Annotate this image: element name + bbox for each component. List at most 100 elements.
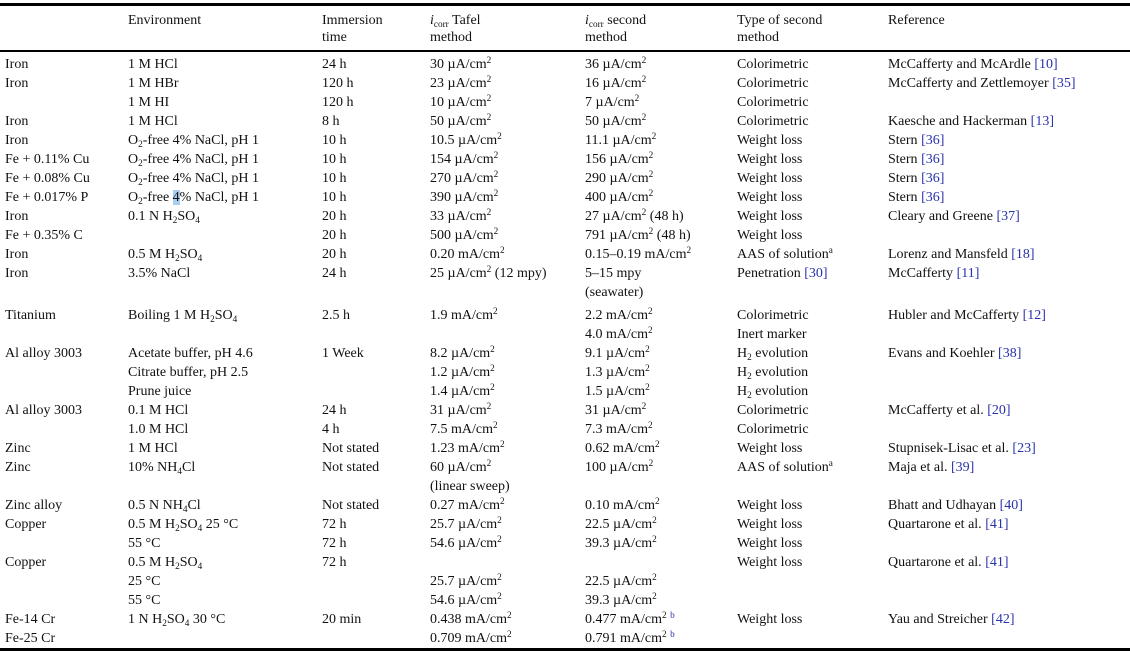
cell-environment (128, 325, 322, 344)
cell-type: Weight loss (737, 228, 803, 243)
superscript: 2 (655, 438, 660, 449)
superscript: 2 (662, 609, 667, 620)
cell-immersion: 10 h (322, 133, 347, 148)
cell-reference: Stern [36] (888, 171, 945, 186)
superscript: 2 (493, 305, 498, 316)
col-header-immersion-time: Immersion time (322, 4, 430, 52)
citation-link[interactable]: [41] (985, 555, 1009, 570)
cell-tafel: 0.438 mA/cm2 (430, 609, 512, 627)
superscript: 2 (686, 244, 692, 255)
cell-material: Iron (5, 133, 29, 148)
cell-immersion: Not stated (322, 441, 380, 456)
citation-link[interactable]: [35] (1052, 76, 1076, 91)
cell-immersion (322, 477, 430, 496)
footnote-link[interactable]: b (670, 628, 675, 639)
cell-material: Al alloy 3003 (5, 403, 82, 418)
cell-type: Colorimetric (737, 308, 809, 323)
citation-link[interactable]: [40] (999, 498, 1023, 513)
cell-immersion: 72 h (322, 517, 347, 532)
subscript: 2 (175, 252, 180, 263)
superscript: 2 (507, 628, 512, 639)
cell-material: Zinc alloy (5, 498, 63, 513)
table-body: Iron 1 M HCl 24 h 30 µA/cm2 36 µA/cm2 Colorim… (0, 51, 1130, 650)
table-header: Environment Immersion time icorr Tafel m… (0, 4, 1130, 52)
citation-link[interactable]: [41] (985, 517, 1009, 532)
cell-environment (128, 226, 322, 245)
cell-immersion: 1 Week (322, 346, 364, 361)
citation-link[interactable]: [11] (956, 266, 980, 281)
superscript: 2 (486, 263, 492, 274)
citation-link[interactable]: [20] (987, 403, 1011, 418)
cell-material (0, 382, 128, 401)
subscript: 2 (210, 313, 215, 324)
superscript: 2 (497, 130, 502, 141)
superscript: 2 (641, 111, 647, 122)
citation-link[interactable]: [18] (1011, 247, 1035, 262)
citation-link[interactable]: [23] (1012, 441, 1036, 456)
superscript: 2 (645, 381, 650, 392)
cell-environment: 1 M HI (128, 95, 170, 110)
cell-environment: 0.5 M H2SO4 (128, 555, 203, 571)
superscript: 2 (648, 419, 653, 430)
cell-reference (888, 534, 1130, 553)
cell-environment: 0.5 M H2SO4 25 °C (128, 517, 239, 533)
table-row: Al alloy 3003 Acetate buffer, pH 4.6 1 Wee… (0, 344, 1130, 363)
citation-link[interactable]: [36] (921, 152, 945, 167)
citation-link[interactable]: [38] (998, 346, 1022, 361)
cell-environment: Boiling 1 M H2SO4 (128, 308, 238, 324)
citation-link[interactable]: [36] (921, 171, 945, 186)
cell-immersion (322, 283, 430, 302)
cell-tafel: 500 µA/cm2 (430, 225, 499, 243)
superscript: 2 (651, 130, 657, 141)
cell-material: Fe-14 Cr (5, 612, 56, 627)
citation-link[interactable]: [37] (996, 209, 1020, 224)
cell-environment: Prune juice (128, 384, 192, 399)
superscript: 2 (641, 73, 647, 84)
citation-link[interactable]: [39] (950, 460, 975, 475)
cell-reference: Quartarone et al. [41] (888, 517, 1009, 532)
col-header-environment-label: Environment (128, 13, 202, 28)
cell-second: 4.0 mA/cm2 (585, 324, 653, 342)
citation-link[interactable]: [42] (991, 612, 1015, 627)
col-header-type-of-second-label: Type of second method (737, 13, 823, 45)
table-row: Iron 1 M HCl 24 h 30 µA/cm2 36 µA/cm2 Colorim… (0, 51, 1130, 74)
cell-second: 1.5 µA/cm2 (585, 381, 650, 399)
superscript: 2 (486, 457, 492, 468)
footnote-link[interactable]: b (670, 609, 675, 620)
citation-link[interactable]: [36] (921, 133, 945, 148)
cell-material (0, 572, 128, 591)
col-header-environment: Environment (128, 4, 322, 52)
superscript: 2 (486, 400, 492, 411)
citation-link[interactable]: [13] (1030, 114, 1054, 129)
cell-material: Iron (5, 57, 29, 72)
cell-second: 400 µA/cm2 (585, 187, 654, 205)
citation-link[interactable]: [12] (1022, 308, 1046, 323)
superscript: 2 (641, 400, 647, 411)
superscript: 2 (648, 457, 654, 468)
superscript: 2 (645, 362, 650, 373)
table-row: Zinc alloy 0.5 N NH4Cl Not stated 0.27 mA/c… (0, 496, 1130, 515)
cell-type: AAS of solutiona (737, 457, 833, 475)
table-row: Iron O2-free 4% NaCl, pH 1 10 h 10.5 µA/cm2… (0, 131, 1130, 150)
cell-immersion: 120 h (322, 95, 354, 110)
cell-immersion: 10 h (322, 190, 347, 205)
cell-reference: McCafferty [11] (888, 266, 980, 281)
citation-link[interactable]: [10] (1034, 57, 1058, 72)
superscript: 2 (490, 343, 495, 354)
cell-material: Copper (5, 555, 47, 570)
cell-second: 22.5 µA/cm2 (585, 514, 657, 532)
cell-tafel: 10.5 µA/cm2 (430, 130, 502, 148)
citation-link[interactable]: [30] (804, 266, 828, 281)
cell-tafel: 54.6 µA/cm2 (430, 590, 502, 608)
cell-tafel: 50 µA/cm2 (430, 111, 492, 129)
cell-environment: 0.1 M HCl (128, 403, 189, 418)
superscript: 2 (493, 187, 499, 198)
subscript: 4 (177, 465, 183, 476)
cell-immersion: 10 h (322, 152, 347, 167)
citation-link[interactable]: [36] (921, 190, 945, 205)
subscript: 2 (138, 138, 143, 149)
cell-material: Fe + 0.017% P (5, 190, 89, 205)
cell-tafel: 54.6 µA/cm2 (430, 533, 502, 551)
cell-environment: O2-free 4% NaCl, pH 1 (128, 171, 259, 187)
cell-tafel: 25 µA/cm2 (12 mpy) (430, 263, 547, 281)
